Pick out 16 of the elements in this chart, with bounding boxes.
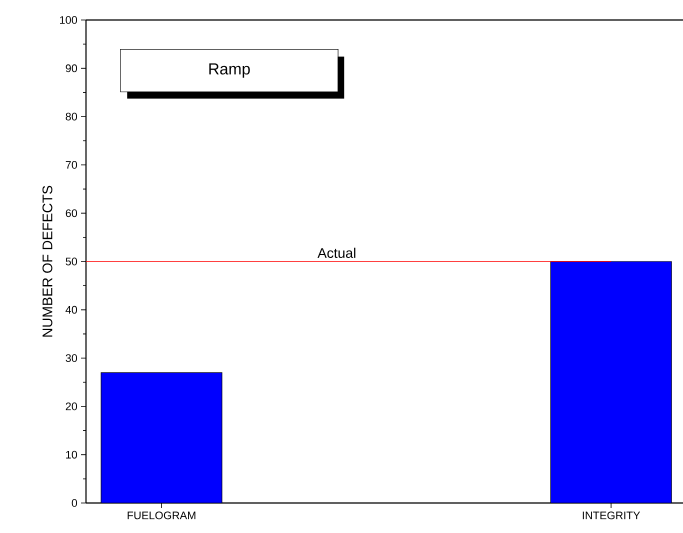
y-tick-label: 70	[66, 161, 78, 169]
ref-line-label: Actual	[318, 248, 356, 258]
x-tick-label: INTEGRITY	[582, 512, 640, 520]
y-tick-label: 30	[66, 354, 78, 362]
y-tick-label: 100	[60, 16, 78, 24]
y-tick-label: 60	[66, 209, 78, 218]
y-tick-label: 50	[66, 258, 78, 266]
text: Ramp	[209, 63, 250, 78]
y-tick-label: 80	[66, 112, 78, 120]
y-tick-label: 0	[72, 499, 78, 507]
y-tick-label: 40	[66, 306, 78, 314]
y-axis-title: NUMBER OF DEFECTS	[42, 186, 52, 337]
x-tick-label: FUELOGRAM	[128, 512, 196, 520]
y-tick-label: 10	[66, 450, 78, 459]
y-tick-label: 20	[66, 402, 78, 410]
y-tick-label: 90	[66, 64, 78, 72]
